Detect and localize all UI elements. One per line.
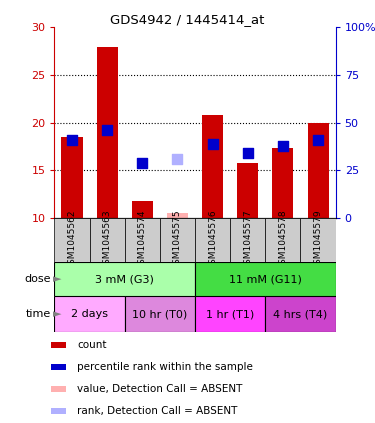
Bar [266, 296, 336, 332]
Text: 11 mM (G11): 11 mM (G11) [229, 274, 302, 284]
Bar [51, 342, 66, 348]
Bar [51, 364, 66, 370]
Point [315, 136, 321, 143]
Bar [195, 262, 336, 296]
Text: percentile rank within the sample: percentile rank within the sample [77, 362, 253, 372]
Bar [308, 123, 328, 218]
Bar [195, 218, 230, 262]
Text: GSM1045562: GSM1045562 [68, 210, 76, 270]
Text: 4 hrs (T4): 4 hrs (T4) [273, 309, 328, 319]
Text: GSM1045574: GSM1045574 [138, 210, 147, 270]
Text: 2 days: 2 days [71, 309, 108, 319]
Text: 3 mM (G3): 3 mM (G3) [95, 274, 154, 284]
Text: GSM1045576: GSM1045576 [208, 210, 217, 270]
Point [174, 156, 180, 162]
Point [139, 159, 145, 166]
Text: GSM1045577: GSM1045577 [243, 210, 252, 270]
Point [104, 127, 110, 134]
Text: GSM1045563: GSM1045563 [103, 210, 112, 270]
Point [280, 143, 286, 150]
Text: count: count [77, 340, 106, 350]
Bar [124, 296, 195, 332]
Bar [300, 218, 336, 262]
Bar [124, 218, 160, 262]
Text: GDS4942 / 1445414_at: GDS4942 / 1445414_at [110, 13, 265, 26]
Text: GSM1045578: GSM1045578 [278, 210, 287, 270]
Text: value, Detection Call = ABSENT: value, Detection Call = ABSENT [77, 384, 242, 394]
Point [69, 136, 75, 143]
Bar [54, 262, 195, 296]
Bar [54, 296, 124, 332]
Point [245, 150, 251, 157]
Point [210, 140, 216, 147]
Bar [160, 218, 195, 262]
Bar [54, 218, 90, 262]
Bar [62, 137, 82, 218]
Bar [132, 201, 153, 218]
Bar [167, 213, 188, 218]
Text: ►: ► [53, 309, 61, 319]
Text: dose: dose [24, 274, 51, 284]
Text: ►: ► [53, 274, 61, 284]
Text: rank, Detection Call = ABSENT: rank, Detection Call = ABSENT [77, 406, 237, 416]
Text: GSM1045575: GSM1045575 [173, 210, 182, 270]
Text: time: time [26, 309, 51, 319]
Bar [266, 218, 300, 262]
Bar [202, 115, 223, 218]
Bar [51, 408, 66, 414]
Bar [195, 296, 266, 332]
Bar [230, 218, 266, 262]
Bar [90, 218, 124, 262]
Text: 1 hr (T1): 1 hr (T1) [206, 309, 254, 319]
Bar [237, 163, 258, 218]
Text: 10 hr (T0): 10 hr (T0) [132, 309, 188, 319]
Bar [97, 47, 118, 218]
Bar [51, 386, 66, 392]
Text: GSM1045579: GSM1045579 [314, 210, 322, 270]
Bar [272, 148, 293, 218]
